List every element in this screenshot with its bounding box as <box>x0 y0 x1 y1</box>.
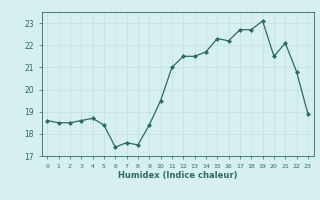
X-axis label: Humidex (Indice chaleur): Humidex (Indice chaleur) <box>118 171 237 180</box>
